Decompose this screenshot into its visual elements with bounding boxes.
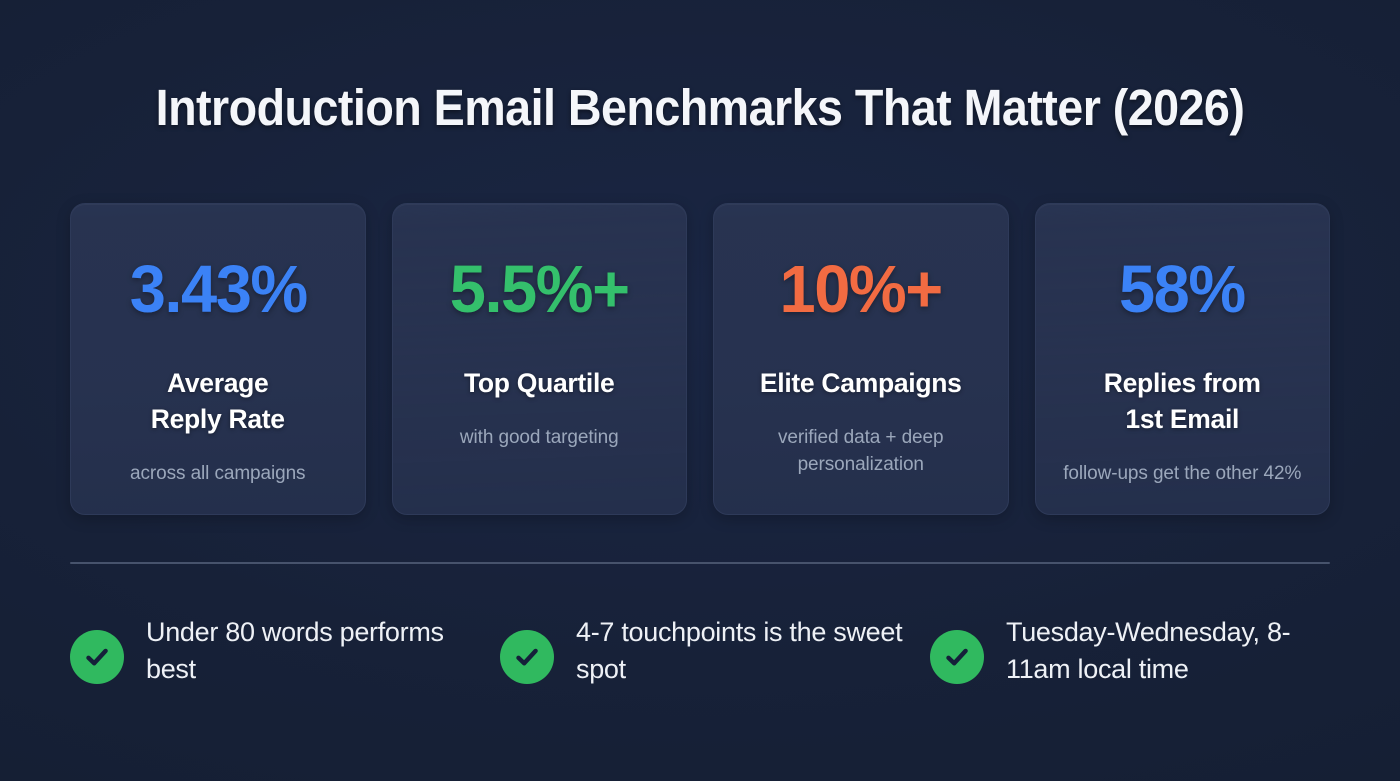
- stat-label-line: 1st Email: [1125, 404, 1240, 435]
- stat-value: 5.5%+: [449, 252, 630, 327]
- check-circle-icon: [930, 630, 984, 684]
- stat-note: with good targeting: [459, 427, 619, 449]
- section-divider: [70, 562, 1330, 564]
- stat-label: Replies from 1st Email: [1104, 365, 1261, 437]
- tip-text: Tuesday-Wednesday, 8-11am local time: [1006, 617, 1291, 684]
- stat-label-line: Elite Campaigns: [759, 368, 962, 398]
- tips-row: Under 80 words performs best 4-7 touchpo…: [70, 614, 1340, 688]
- stat-label: Top Quartile: [464, 365, 615, 401]
- check-circle-icon: [500, 630, 554, 684]
- check-circle-icon: [70, 630, 124, 684]
- tip-text: Under 80 words performs best: [146, 617, 444, 684]
- stat-label: Average Reply Rate: [151, 365, 285, 437]
- page-title: Introduction Email Benchmarks That Matte…: [155, 79, 1245, 136]
- stat-note: follow-ups get the other 42%: [1063, 463, 1302, 485]
- stat-note: verified data + deep personalization: [778, 427, 944, 475]
- stat-label-line: Top Quartile: [464, 368, 615, 398]
- stat-card-average-reply-rate: 3.43% Average Reply Rate across all camp…: [70, 203, 366, 515]
- stat-label: Elite Campaigns: [760, 365, 962, 401]
- tip-text: 4-7 touchpoints is the sweet spot: [576, 617, 903, 684]
- tip-item: Under 80 words performs best: [70, 614, 500, 688]
- stat-label-line: Average: [166, 368, 269, 398]
- stat-card-elite-campaigns: 10%+ Elite Campaigns verified data + dee…: [713, 203, 1009, 515]
- stat-value: 58%: [1119, 252, 1246, 327]
- tip-item: 4-7 touchpoints is the sweet spot: [500, 614, 930, 688]
- stat-label-line: Reply Rate: [150, 404, 285, 435]
- tip-item: Tuesday-Wednesday, 8-11am local time: [930, 614, 1340, 688]
- stat-value: 10%+: [779, 252, 944, 327]
- stat-card-row: 3.43% Average Reply Rate across all camp…: [70, 203, 1330, 515]
- stat-note: across all campaigns: [130, 463, 306, 485]
- stat-card-replies-from-1st-email: 58% Replies from 1st Email follow-ups ge…: [1034, 203, 1330, 515]
- stat-label-line: Replies from: [1103, 368, 1261, 398]
- stat-value: 3.43%: [129, 252, 307, 327]
- stat-card-top-quartile: 5.5%+ Top Quartile with good targeting: [391, 203, 687, 515]
